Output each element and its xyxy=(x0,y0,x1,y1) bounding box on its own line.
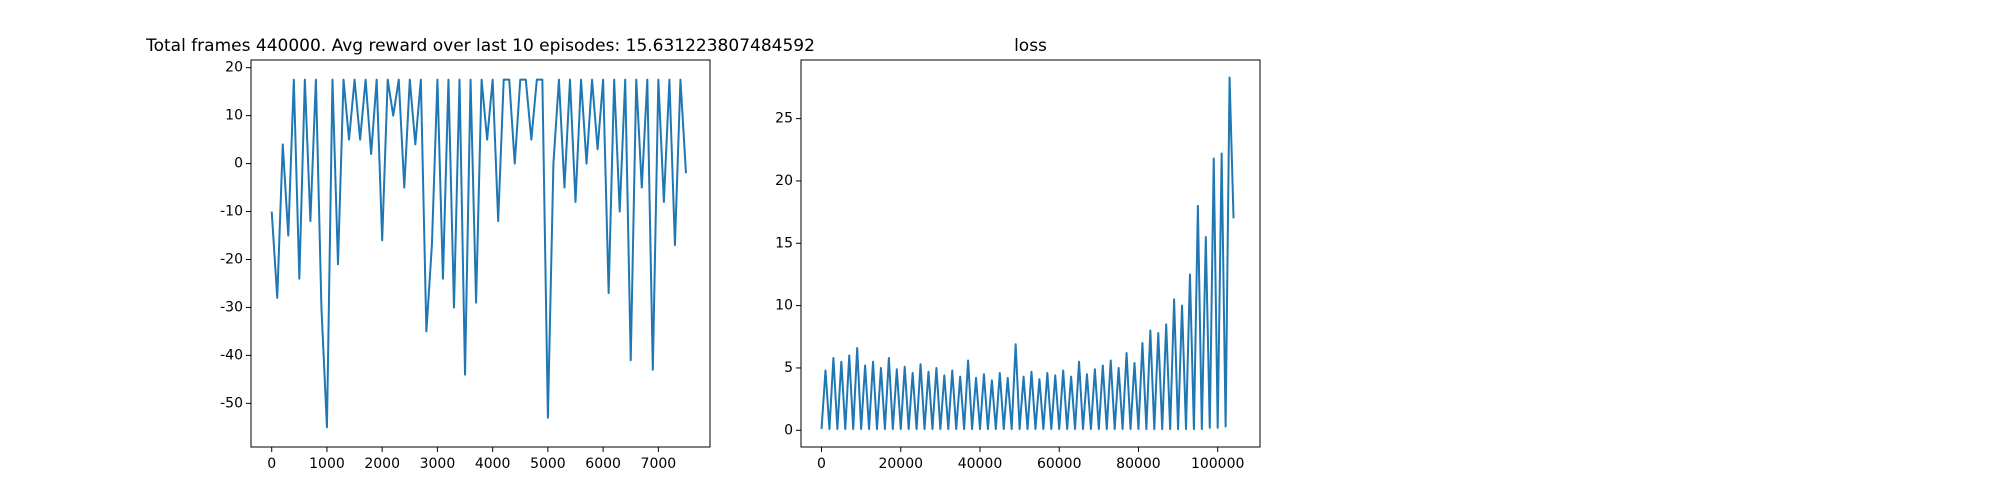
x-tick-label: 7000 xyxy=(641,456,677,472)
axes-frame xyxy=(800,59,1261,448)
y-tick-label: 10 xyxy=(225,108,243,124)
y-tick-label: 0 xyxy=(784,422,793,438)
y-tick-label: 20 xyxy=(225,60,243,76)
y-tick-label: -10 xyxy=(220,204,243,220)
y-tick-label: 15 xyxy=(775,235,793,251)
x-tick-label: 0 xyxy=(817,456,826,472)
x-tick-label: 80000 xyxy=(1116,456,1161,472)
y-tick-label: 25 xyxy=(775,111,793,127)
y-tick-label: 10 xyxy=(775,298,793,314)
x-tick-label: 5000 xyxy=(530,456,566,472)
line-series xyxy=(820,76,1235,431)
y-tick-label: -30 xyxy=(220,299,243,315)
y-tick-label: -40 xyxy=(220,347,243,363)
x-tick-label: 3000 xyxy=(420,456,456,472)
y-tick-label: 0 xyxy=(234,156,243,172)
x-tick-label: 60000 xyxy=(1037,456,1082,472)
x-tick-label: 1000 xyxy=(309,456,345,472)
x-tick-label: 0 xyxy=(267,456,276,472)
y-tick-label: -50 xyxy=(220,395,243,411)
chart-title: loss xyxy=(1014,36,1047,56)
x-tick-label: 40000 xyxy=(958,456,1003,472)
y-tick-label: -20 xyxy=(220,251,243,267)
y-tick-label: 20 xyxy=(775,173,793,189)
chart-title: Total frames 440000. Avg reward over las… xyxy=(145,36,815,56)
x-tick-label: 4000 xyxy=(475,456,511,472)
axes-frame xyxy=(250,59,711,448)
y-tick-label: 5 xyxy=(784,360,793,376)
x-tick-label: 2000 xyxy=(364,456,400,472)
x-tick-label: 20000 xyxy=(878,456,923,472)
x-tick-label: 6000 xyxy=(585,456,621,472)
line-series xyxy=(270,78,687,429)
x-tick-label: 100000 xyxy=(1191,456,1244,472)
